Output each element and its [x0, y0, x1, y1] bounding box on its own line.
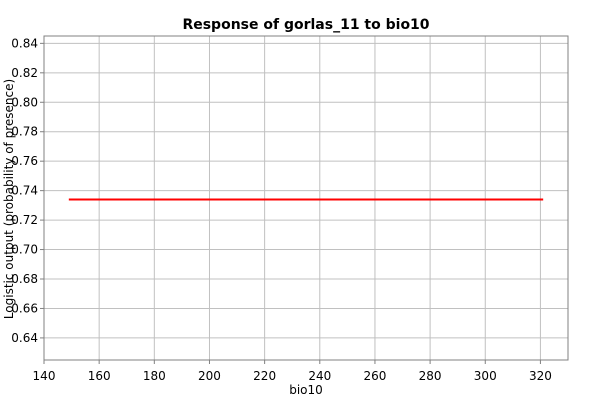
plot-area	[43, 35, 569, 361]
y-tick-label: 0.84	[11, 36, 38, 50]
y-axis-label: Logistic output (probability of presence…	[2, 79, 16, 319]
y-tick-label: 0.68	[11, 272, 38, 286]
x-tick-label: 160	[88, 369, 111, 383]
y-tick-label: 0.64	[11, 331, 38, 345]
x-tick-label: 260	[363, 369, 386, 383]
y-tick-label: 0.74	[11, 184, 38, 198]
x-tick-label: 220	[253, 369, 276, 383]
grid	[43, 36, 568, 360]
y-tick-label: 0.70	[11, 243, 38, 257]
x-tick-label: 320	[529, 369, 552, 383]
x-axis-label: bio10	[289, 383, 323, 397]
x-tick-label: 180	[143, 369, 166, 383]
y-tick-label: 0.72	[11, 213, 38, 227]
x-tick-label: 240	[308, 369, 331, 383]
x-tick-label: 140	[33, 369, 56, 383]
x-tick-label: 280	[419, 369, 442, 383]
y-tick-label: 0.66	[11, 301, 38, 315]
axis-ticks: 140 160 180 200 220 240 260 280 300 320 0.64 0.66 0.…	[11, 36, 552, 383]
y-tick-label: 0.80	[11, 95, 38, 109]
y-tick-label: 0.76	[11, 154, 38, 168]
y-tick-label: 0.82	[11, 66, 38, 80]
chart-title: Response of gorlas_11 to bio10	[182, 17, 429, 33]
x-tick-label: 300	[474, 369, 497, 383]
x-tick-label: 200	[198, 369, 221, 383]
y-tick-label: 0.78	[11, 125, 38, 139]
